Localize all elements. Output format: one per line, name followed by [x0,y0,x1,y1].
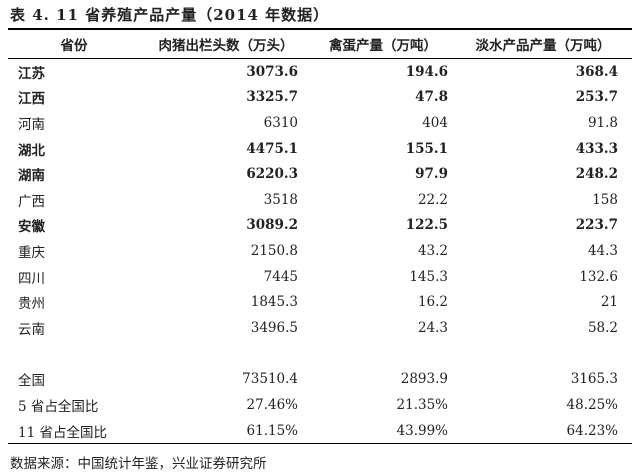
province-cell: 江苏 [18,65,45,82]
value-cell: 91.8 [587,114,618,131]
province-cell: 广西 [18,193,45,210]
table-header: 省份 肉猪出栏头数（万头） 禽蛋产量（万吨） 淡水产品产量（万吨） [8,30,632,59]
table-row: 贵州 1845.3 16.2 21 [8,289,632,315]
total-row: 全国 73510.4 2893.9 3165.3 [8,367,632,393]
value-cell: 7445 [263,268,298,285]
value-cell: 43.2 [417,242,448,259]
spacer-row [8,341,632,367]
value-cell: 4475.1 [246,140,298,157]
value-cell: 43.99% [312,417,462,445]
value-cell: 3073.6 [246,63,298,80]
label-cell: 全国 [18,373,45,390]
source-note: 数据来源：中国统计年鉴，兴业证券研究所 [10,456,267,472]
table-row: 安徽 3089.2 122.5 223.7 [8,213,632,239]
province-cell: 河南 [18,116,45,133]
total-row: 5 省占全国比 27.46% 21.35% 48.25% [8,392,632,418]
value-cell: 155.1 [405,140,448,157]
value-cell: 2893.9 [400,371,448,388]
value-cell: 1845.3 [250,294,298,311]
value-cell: 122.5 [405,217,448,234]
spacer-cell [8,341,632,367]
province-cell: 安徽 [18,219,45,236]
label-cell: 11 省占全国比 [8,417,148,445]
value-cell: 16.2 [417,294,448,311]
value-cell: 194.6 [405,63,448,80]
value-cell: 3089.2 [246,217,298,234]
table-title: 表 4. 11 省养殖产品产量（2014 年数据） [10,6,330,24]
header-cell: 禽蛋产量（万吨） [312,30,462,59]
value-cell: 248.2 [575,166,618,183]
top-rule [8,28,632,30]
value-cell: 253.7 [575,89,618,106]
table-row: 重庆 2150.8 43.2 44.3 [8,238,632,264]
total-row: 11 省占全国比 61.15% 43.99% 64.23% [8,417,632,445]
value-cell: 3496.5 [250,319,298,336]
province-cell: 贵州 [18,296,45,313]
table-row: 江西 3325.7 47.8 253.7 [8,85,632,111]
value-cell: 58.2 [587,319,618,336]
header-cell: 肉猪出栏头数（万头） [148,30,312,59]
province-cell: 云南 [18,321,45,338]
value-cell: 21 [600,294,618,311]
value-cell: 64.23% [462,417,632,445]
value-cell: 47.8 [415,89,448,106]
province-cell: 湖北 [18,142,45,159]
table-body: 江苏 3073.6 194.6 368.4 江西 3325.7 47.8 253.7 河南 631… [8,59,632,445]
value-cell: 44.3 [587,242,618,259]
value-cell: 61.15% [148,417,312,445]
value-cell: 404 [422,114,448,131]
data-table: 省份 肉猪出栏头数（万头） 禽蛋产量（万吨） 淡水产品产量（万吨） 江苏 3073.6 1… [8,30,632,445]
province-cell: 四川 [18,270,45,287]
value-cell: 22.2 [417,191,448,208]
table-row: 四川 7445 145.3 132.6 [8,264,632,290]
value-cell: 368.4 [575,63,618,80]
table-row: 广西 3518 22.2 158 [8,187,632,213]
label-cell: 5 省占全国比 [18,398,99,415]
value-cell: 3518 [263,191,298,208]
table-row: 河南 6310 404 91.8 [8,110,632,136]
value-cell: 3325.7 [246,89,298,106]
value-cell: 6310 [263,114,298,131]
header-row: 省份 肉猪出栏头数（万头） 禽蛋产量（万吨） 淡水产品产量（万吨） [8,30,632,59]
value-cell: 132.6 [579,268,618,285]
value-cell: 6220.3 [246,166,298,183]
province-cell: 江西 [18,91,45,108]
value-cell: 24.3 [417,319,448,336]
table-row: 湖北 4475.1 155.1 433.3 [8,136,632,162]
header-cell: 省份 [8,30,148,59]
table-row: 江苏 3073.6 194.6 368.4 [8,59,632,85]
value-cell: 27.46% [246,396,298,413]
value-cell: 3165.3 [570,371,618,388]
province-cell: 湖南 [18,168,45,185]
table-row: 云南 3496.5 24.3 58.2 [8,315,632,341]
table-row: 湖南 6220.3 97.9 248.2 [8,161,632,187]
value-cell: 2150.8 [250,242,298,259]
value-cell: 73510.4 [242,371,298,388]
value-cell: 223.7 [575,217,618,234]
header-cell: 淡水产品产量（万吨） [462,30,632,59]
value-cell: 21.35% [396,396,448,413]
value-cell: 48.25% [566,396,618,413]
value-cell: 145.3 [409,268,448,285]
value-cell: 433.3 [575,140,618,157]
value-cell: 97.9 [415,166,448,183]
value-cell: 158 [592,191,618,208]
province-cell: 重庆 [18,244,45,261]
